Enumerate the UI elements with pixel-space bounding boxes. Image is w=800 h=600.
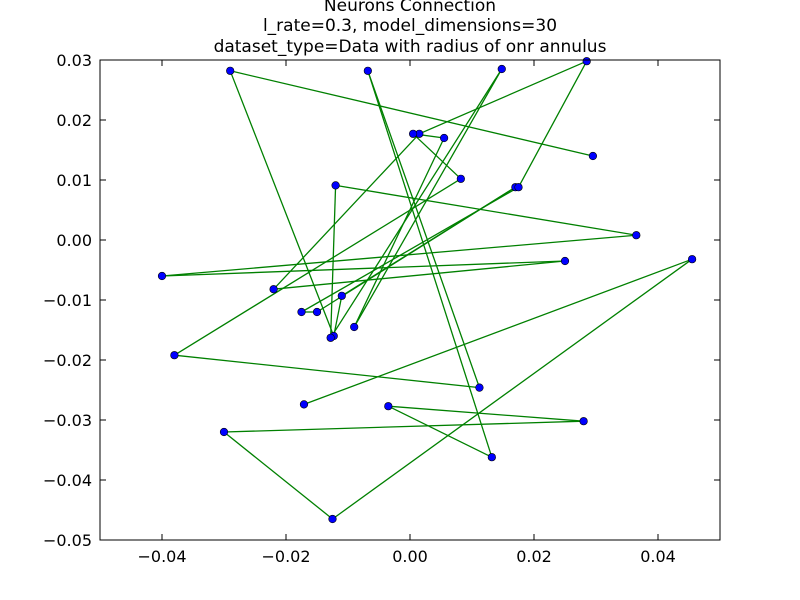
neuron-point bbox=[326, 333, 335, 342]
x-tick-label: 0.02 bbox=[516, 547, 552, 566]
y-tick-label: 0.03 bbox=[56, 51, 92, 70]
neuron-point bbox=[687, 255, 697, 264]
plot-frame bbox=[99, 59, 721, 541]
connection-line bbox=[273, 260, 566, 290]
neuron-point bbox=[226, 66, 235, 75]
neuron-point bbox=[497, 64, 506, 74]
connection-line bbox=[174, 354, 480, 389]
neuron-point bbox=[487, 453, 496, 462]
y-tick-label: 0.00 bbox=[56, 231, 92, 250]
y-tick-label: −0.01 bbox=[43, 291, 92, 310]
connection-line bbox=[223, 420, 584, 433]
y-tick-label: −0.03 bbox=[43, 411, 92, 430]
neuron-point bbox=[632, 231, 641, 240]
connection-line bbox=[412, 133, 462, 180]
neuron-point bbox=[350, 322, 359, 332]
connection-line bbox=[335, 184, 637, 236]
neuron-point bbox=[579, 417, 588, 426]
connection-line bbox=[174, 178, 462, 356]
connection-lines bbox=[161, 60, 693, 520]
neuron-point bbox=[409, 129, 418, 138]
connection-line bbox=[303, 258, 693, 406]
neuron-point bbox=[331, 181, 340, 190]
connection-line bbox=[161, 234, 637, 277]
neuron-point bbox=[514, 183, 523, 192]
title-line-3: dataset_type=Data with radius of onr ann… bbox=[214, 37, 607, 57]
connection-line bbox=[230, 70, 594, 157]
title-line-1: Neurons Connection bbox=[324, 0, 496, 16]
connection-line bbox=[388, 405, 493, 458]
connection-line bbox=[419, 60, 587, 135]
x-tick-label: 0.00 bbox=[392, 547, 428, 566]
neuron-point bbox=[363, 66, 372, 75]
neuron-point bbox=[440, 133, 449, 143]
connection-line bbox=[223, 431, 333, 520]
connection-line bbox=[367, 70, 493, 458]
neuron-point bbox=[219, 427, 229, 437]
neuron-point bbox=[475, 383, 484, 392]
neuron-point bbox=[456, 174, 465, 183]
neuron-point bbox=[560, 256, 570, 266]
connection-line bbox=[388, 405, 584, 422]
x-tick-label: −0.04 bbox=[137, 547, 186, 566]
chart-title: Neurons Connection l_rate=0.3, model_dim… bbox=[214, 0, 607, 57]
connection-line bbox=[353, 68, 503, 328]
y-tick-label: −0.05 bbox=[43, 531, 92, 550]
neuron-point bbox=[337, 291, 346, 300]
connection-line bbox=[161, 260, 566, 277]
neuron-point bbox=[299, 400, 309, 409]
x-tick-label: −0.02 bbox=[261, 547, 310, 566]
connection-line bbox=[329, 185, 337, 338]
neuron-point bbox=[170, 351, 179, 360]
plot-background bbox=[100, 60, 720, 540]
connection-line bbox=[367, 70, 481, 388]
neuron-point bbox=[297, 307, 306, 317]
connection-line bbox=[229, 70, 335, 337]
connection-line bbox=[333, 295, 343, 337]
neuron-point bbox=[312, 307, 322, 317]
neuron-point bbox=[588, 151, 598, 161]
y-tick-label: 0.01 bbox=[56, 171, 92, 190]
axis-ticks: −0.04 −0.02 0.00 0.02 0.04 0.03 0.02 0.01 0.00 −0… bbox=[43, 51, 720, 566]
connection-line bbox=[273, 133, 420, 290]
y-tick-label: −0.04 bbox=[43, 471, 92, 490]
neuron-markers bbox=[157, 57, 697, 524]
y-tick-label: 0.02 bbox=[56, 111, 92, 130]
neuron-point bbox=[384, 402, 393, 411]
connection-line bbox=[330, 68, 503, 339]
neuron-point bbox=[157, 271, 167, 281]
x-tick-label: 0.04 bbox=[640, 547, 676, 566]
connection-line bbox=[517, 60, 588, 188]
neuron-point bbox=[269, 285, 278, 294]
neuron-point bbox=[582, 57, 591, 66]
connection-line bbox=[332, 258, 693, 520]
y-tick-label: −0.02 bbox=[43, 351, 92, 370]
connection-line bbox=[301, 186, 519, 313]
title-line-2: l_rate=0.3, model_dimensions=30 bbox=[263, 16, 557, 36]
neuron-point bbox=[328, 514, 337, 524]
connection-line bbox=[353, 137, 445, 328]
